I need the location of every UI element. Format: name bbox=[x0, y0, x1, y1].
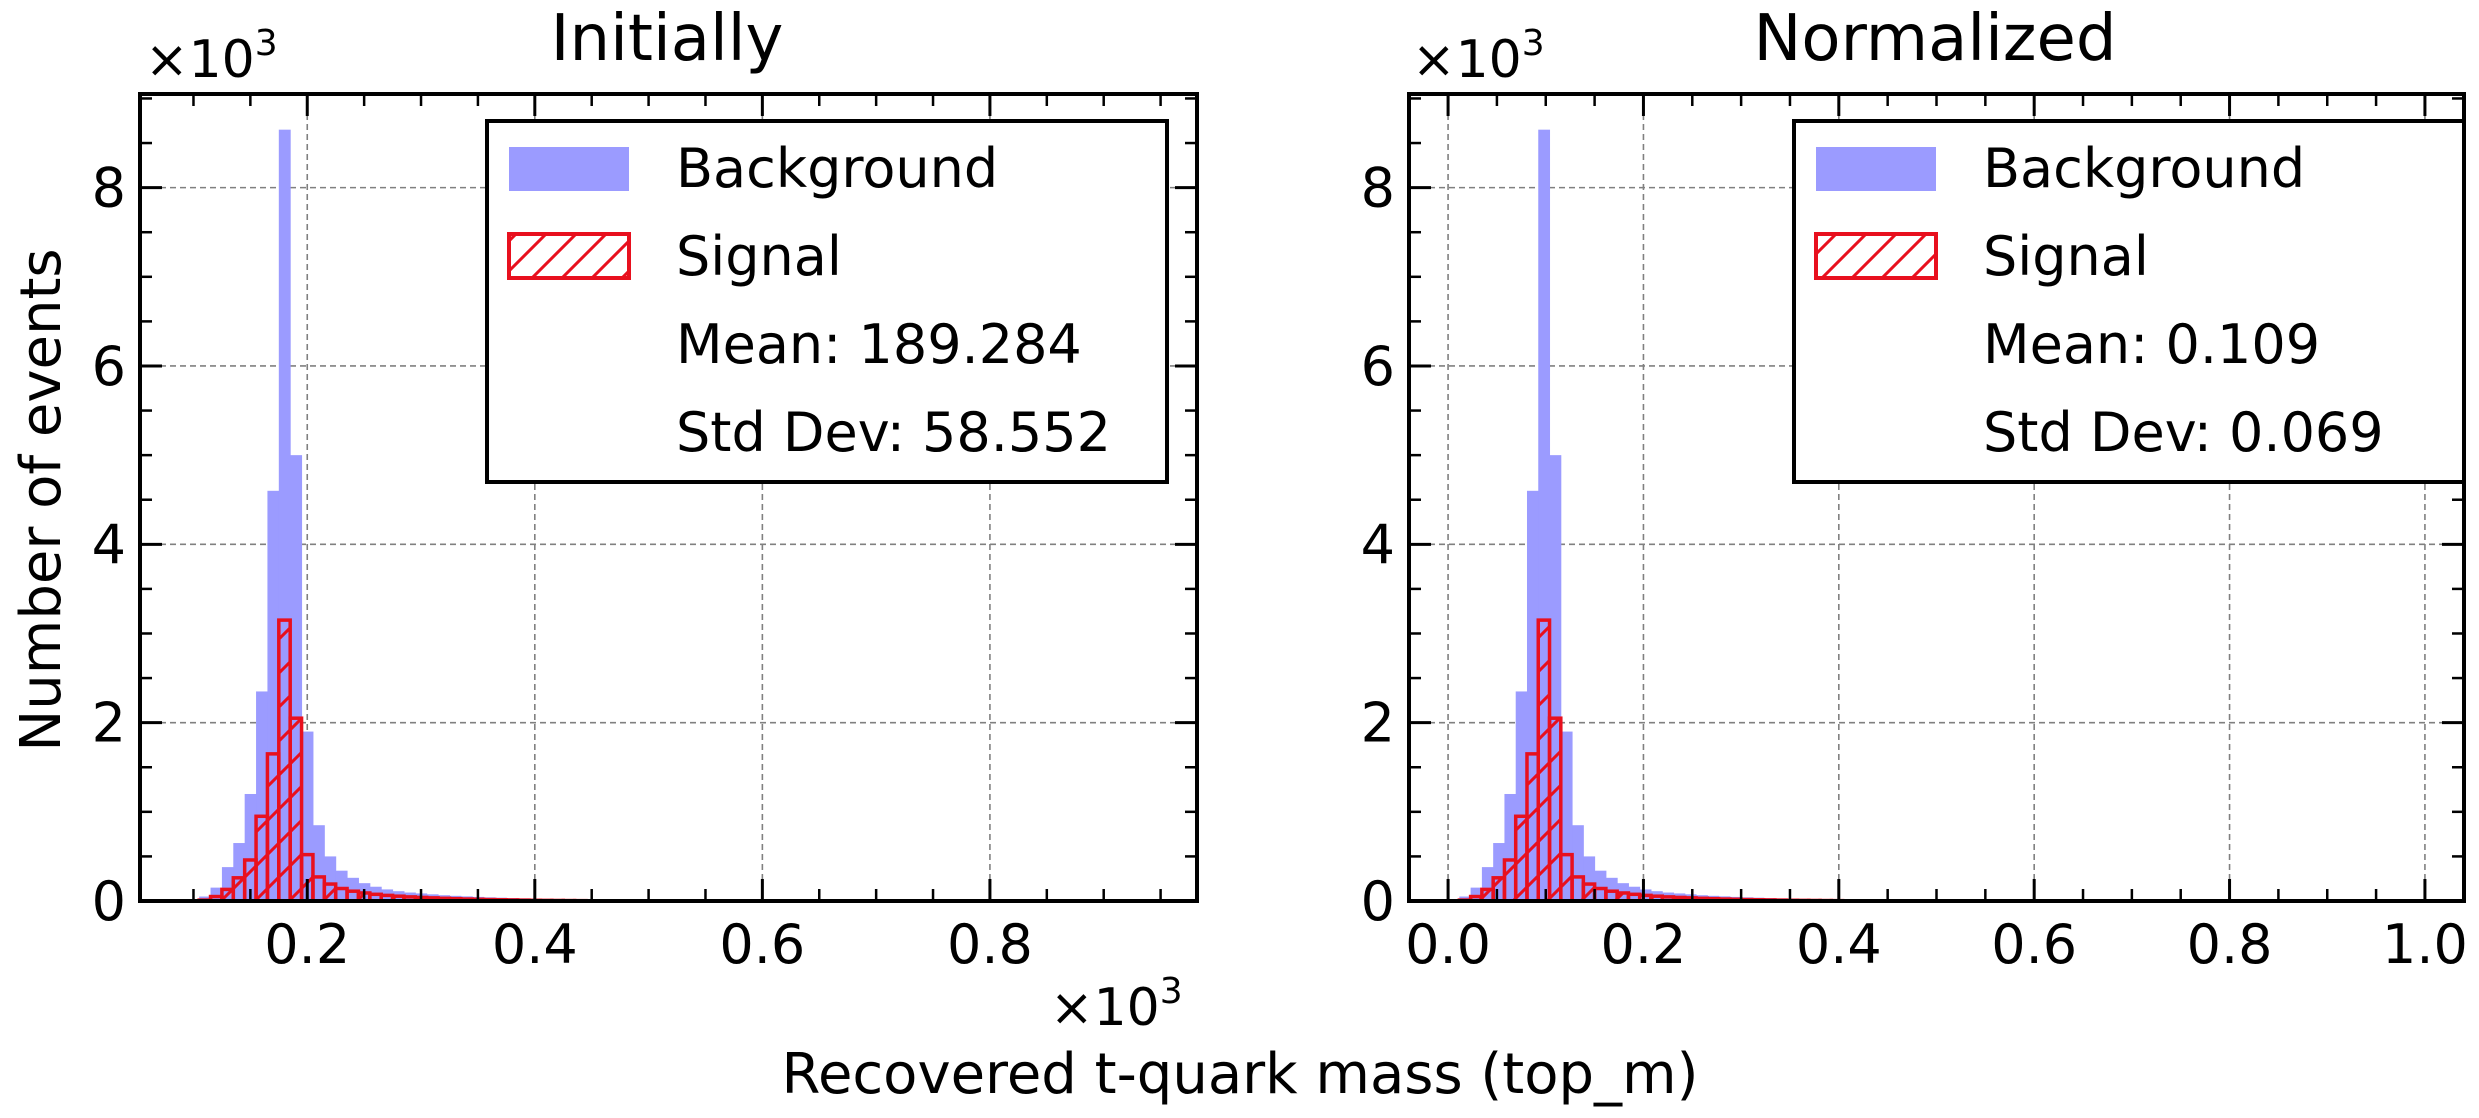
y-tick-label: 2 bbox=[1361, 692, 1395, 755]
y-axis-multiplier: ×103 bbox=[1412, 23, 1545, 90]
y-tick-label: 6 bbox=[92, 335, 126, 398]
signal-hatch-fill bbox=[187, 620, 587, 901]
background-bar bbox=[210, 887, 223, 901]
background-bar bbox=[1481, 867, 1494, 901]
y-axis-label: Number of events bbox=[9, 248, 74, 751]
background-bar bbox=[347, 877, 359, 901]
x-tick-label: 0.0 bbox=[1405, 913, 1491, 976]
y-multiplier-base: ×10 bbox=[145, 30, 255, 90]
background-legend-swatch bbox=[509, 147, 629, 191]
background-bar bbox=[312, 825, 325, 901]
background-bar bbox=[267, 490, 280, 901]
background-bar bbox=[335, 870, 348, 901]
legend-signal-label: Signal bbox=[676, 225, 842, 288]
background-bar bbox=[301, 731, 314, 901]
y-tick-label: 4 bbox=[92, 513, 126, 576]
legend-mean-text: Mean: 189.284 bbox=[676, 313, 1082, 376]
y-tick-label: 8 bbox=[92, 157, 126, 220]
y-axis-multiplier: ×103 bbox=[145, 23, 278, 90]
legend-background-label: Background bbox=[676, 137, 998, 200]
background-bar bbox=[290, 455, 303, 901]
x-tick-label: 0.2 bbox=[264, 913, 350, 976]
panel-normalized: Normalized ×103 0.0 0.2 0.4 0.6 0.8 1.002468 … bbox=[1361, 2, 2468, 976]
x-tick-label: 0.8 bbox=[947, 913, 1033, 976]
y-multiplier-exp: 3 bbox=[1522, 23, 1545, 64]
background-bar bbox=[221, 867, 234, 901]
x-axis-multiplier: ×103 bbox=[1050, 971, 1183, 1038]
x-tick-label: 0.6 bbox=[1991, 913, 2077, 976]
background-bar bbox=[1605, 877, 1618, 901]
y-tick-label: 0 bbox=[1361, 870, 1395, 933]
y-tick-label: 4 bbox=[1361, 513, 1395, 576]
y-tick-label: 8 bbox=[1361, 157, 1395, 220]
y-tick-label: 2 bbox=[92, 692, 126, 755]
legend: Background Signal Mean: 189.284 Std Dev:… bbox=[485, 119, 1169, 484]
background-bar bbox=[1549, 455, 1562, 901]
background-legend-swatch bbox=[1816, 147, 1936, 191]
background-bar bbox=[1594, 870, 1607, 901]
background-bar bbox=[256, 691, 268, 901]
background-bar bbox=[244, 793, 257, 901]
y-tick-label: 6 bbox=[1361, 335, 1395, 398]
y-multiplier-exp: 3 bbox=[255, 23, 278, 64]
background-bar bbox=[1504, 793, 1517, 901]
y-tick-label: 0 bbox=[92, 870, 126, 933]
svg-text:×103: ×103 bbox=[145, 23, 278, 90]
x-tick-label: 0.2 bbox=[1600, 913, 1686, 976]
signal-hatch-fill bbox=[1448, 620, 1843, 901]
background-bar bbox=[324, 856, 337, 901]
svg-text:×103: ×103 bbox=[1050, 971, 1183, 1038]
background-bar bbox=[1583, 856, 1596, 901]
chart-title: Normalized bbox=[1754, 2, 2117, 76]
background-bar bbox=[1515, 691, 1528, 901]
legend-background-label: Background bbox=[1983, 137, 2305, 200]
signal-legend-swatch bbox=[507, 232, 631, 280]
background-bar bbox=[1470, 887, 1483, 901]
background-bar bbox=[1526, 490, 1539, 901]
x-multiplier-base: ×10 bbox=[1050, 978, 1160, 1038]
panel-initially: Initially ×103 0.2 0.4 0.6 0.8 0 2 4 6 8 Backgro… bbox=[92, 2, 1199, 976]
svg-text:×103: ×103 bbox=[1412, 23, 1545, 90]
x-tick-label: 0.4 bbox=[1796, 913, 1882, 976]
background-bar bbox=[1538, 129, 1551, 901]
background-bar bbox=[278, 129, 291, 901]
chart-title: Initially bbox=[551, 2, 784, 76]
legend-signal-label: Signal bbox=[1983, 225, 2149, 288]
background-bar bbox=[1560, 731, 1573, 901]
axes-frame bbox=[138, 92, 1199, 903]
x-tick-label: 0.4 bbox=[492, 913, 578, 976]
legend-stddev-text: Std Dev: 58.552 bbox=[676, 401, 1111, 464]
background-bar bbox=[1572, 825, 1584, 901]
x-multiplier-exp: 3 bbox=[1160, 971, 1183, 1012]
x-tick-label: 1.0 bbox=[2382, 913, 2468, 976]
legend: Background Signal Mean: 0.109 Std Dev: 0… bbox=[1792, 119, 2466, 484]
x-tick-label: 0.6 bbox=[719, 913, 805, 976]
signal-legend-swatch bbox=[1814, 232, 1938, 280]
y-multiplier-base: ×10 bbox=[1412, 30, 1522, 90]
x-tick-label: 0.8 bbox=[2187, 913, 2273, 976]
background-bar bbox=[233, 843, 246, 901]
x-axis-label: Recovered t-quark mass (top_m) bbox=[782, 1042, 1699, 1107]
background-bar bbox=[1493, 843, 1505, 901]
legend-stddev-text: Std Dev: 0.069 bbox=[1983, 401, 2384, 464]
legend-mean-text: Mean: 0.109 bbox=[1983, 313, 2320, 376]
